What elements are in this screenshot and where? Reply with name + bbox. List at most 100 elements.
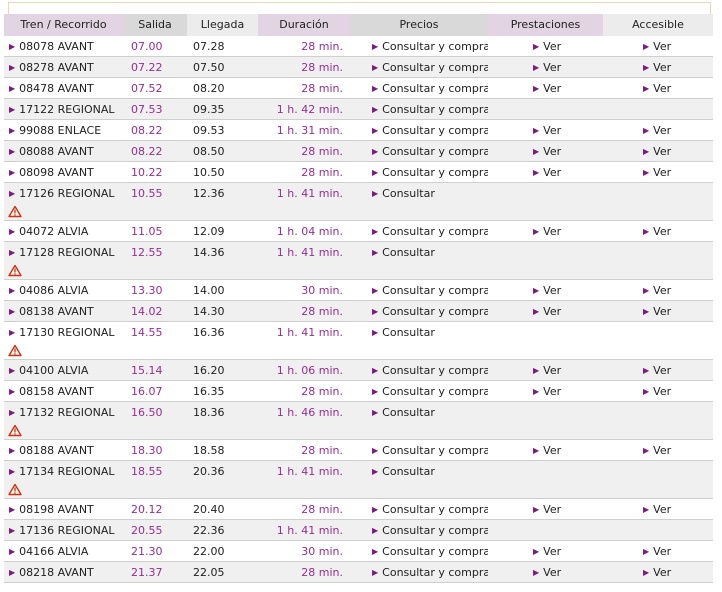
features-link-label: Ver bbox=[543, 124, 562, 137]
train-link[interactable]: ▶ 17136 REGIONAL bbox=[9, 523, 123, 538]
train-link[interactable]: ▶ 08198 AVANT bbox=[9, 502, 123, 517]
accessible-link-label: Ver bbox=[653, 82, 672, 95]
train-link[interactable]: ▶ 08088 AVANT bbox=[9, 144, 123, 159]
price-link[interactable]: ▶ Consultar y comprar bbox=[372, 545, 488, 558]
accessible-ver-link[interactable]: ▶ Ver bbox=[643, 166, 671, 179]
price-link[interactable]: ▶ Consultar bbox=[372, 246, 435, 259]
features-ver-link[interactable]: ▶ Ver bbox=[533, 545, 561, 558]
train-label: 08218 AVANT bbox=[19, 566, 94, 579]
table-row: ▶ 08078 AVANT 07.00 07.28 28 min. ▶ Consul… bbox=[4, 36, 713, 57]
features-ver-link[interactable]: ▶ Ver bbox=[533, 284, 561, 297]
accessible-ver-link[interactable]: ▶ Ver bbox=[643, 444, 671, 457]
train-link[interactable]: ▶ 08138 AVANT bbox=[9, 304, 123, 319]
train-link[interactable]: ▶ 17128 REGIONAL bbox=[9, 245, 123, 260]
train-link[interactable]: ▶ 04166 ALVIA bbox=[9, 544, 123, 559]
accessible-ver-link[interactable]: ▶ Ver bbox=[643, 566, 671, 579]
price-link[interactable]: ▶ Consultar bbox=[372, 465, 435, 478]
departure-time: 08.22 bbox=[131, 124, 163, 137]
price-link[interactable]: ▶ Consultar y comprar bbox=[372, 364, 488, 377]
train-label: 17130 REGIONAL bbox=[19, 326, 115, 339]
warning-icon[interactable] bbox=[8, 424, 123, 437]
train-label: 08098 AVANT bbox=[19, 166, 94, 179]
features-link-label: Ver bbox=[543, 61, 562, 74]
features-ver-link[interactable]: ▶ Ver bbox=[533, 385, 561, 398]
price-link[interactable]: ▶ Consultar y comprar bbox=[372, 103, 488, 116]
price-link[interactable]: ▶ Consultar y comprar bbox=[372, 566, 488, 579]
features-link-label: Ver bbox=[543, 545, 562, 558]
price-link[interactable]: ▶ Consultar y comprar bbox=[372, 145, 488, 158]
accessible-ver-link[interactable]: ▶ Ver bbox=[643, 225, 671, 238]
train-link[interactable]: ▶ 99088 ENLACE bbox=[9, 123, 123, 138]
accessible-ver-link[interactable]: ▶ Ver bbox=[643, 284, 671, 297]
bullet-arrow-icon: ▶ bbox=[372, 467, 379, 476]
accessible-ver-link[interactable]: ▶ Ver bbox=[643, 82, 671, 95]
duration: 1 h. 06 min. bbox=[276, 364, 343, 377]
accessible-ver-link[interactable]: ▶ Ver bbox=[643, 40, 671, 53]
accessible-ver-link[interactable]: ▶ Ver bbox=[643, 503, 671, 516]
features-ver-link[interactable]: ▶ Ver bbox=[533, 40, 561, 53]
train-label: 17122 REGIONAL bbox=[19, 103, 115, 116]
features-ver-link[interactable]: ▶ Ver bbox=[533, 503, 561, 516]
price-link[interactable]: ▶ Consultar y comprar bbox=[372, 385, 488, 398]
features-ver-link[interactable]: ▶ Ver bbox=[533, 61, 561, 74]
price-link[interactable]: ▶ Consultar y comprar bbox=[372, 225, 488, 238]
warning-icon[interactable] bbox=[8, 264, 123, 277]
train-link[interactable]: ▶ 04100 ALVIA bbox=[9, 363, 123, 378]
train-link[interactable]: ▶ 17134 REGIONAL bbox=[9, 464, 123, 479]
price-link[interactable]: ▶ Consultar y comprar bbox=[372, 503, 488, 516]
train-link[interactable]: ▶ 08158 AVANT bbox=[9, 384, 123, 399]
train-link[interactable]: ▶ 04072 ALVIA bbox=[9, 224, 123, 239]
accessible-link-label: Ver bbox=[653, 444, 672, 457]
features-ver-link[interactable]: ▶ Ver bbox=[533, 124, 561, 137]
duration: 1 h. 42 min. bbox=[276, 103, 343, 116]
bullet-arrow-icon: ▶ bbox=[9, 547, 16, 556]
bullet-arrow-icon: ▶ bbox=[643, 446, 650, 455]
warning-icon[interactable] bbox=[8, 205, 123, 218]
price-link[interactable]: ▶ Consultar y comprar bbox=[372, 305, 488, 318]
train-link[interactable]: ▶ 08098 AVANT bbox=[9, 165, 123, 180]
warning-icon[interactable] bbox=[8, 483, 123, 496]
features-ver-link[interactable]: ▶ Ver bbox=[533, 444, 561, 457]
price-link[interactable]: ▶ Consultar y comprar bbox=[372, 524, 488, 537]
features-ver-link[interactable]: ▶ Ver bbox=[533, 566, 561, 579]
accessible-ver-link[interactable]: ▶ Ver bbox=[643, 124, 671, 137]
train-link[interactable]: ▶ 08078 AVANT bbox=[9, 39, 123, 54]
price-link[interactable]: ▶ Consultar bbox=[372, 187, 435, 200]
price-link[interactable]: ▶ Consultar y comprar bbox=[372, 444, 488, 457]
bullet-arrow-icon: ▶ bbox=[9, 366, 16, 375]
bullet-arrow-icon: ▶ bbox=[643, 387, 650, 396]
features-ver-link[interactable]: ▶ Ver bbox=[533, 166, 561, 179]
accessible-ver-link[interactable]: ▶ Ver bbox=[643, 61, 671, 74]
features-ver-link[interactable]: ▶ Ver bbox=[533, 82, 561, 95]
features-ver-link[interactable]: ▶ Ver bbox=[533, 305, 561, 318]
price-link[interactable]: ▶ Consultar bbox=[372, 406, 435, 419]
departure-time: 20.12 bbox=[131, 503, 163, 516]
train-link[interactable]: ▶ 08278 AVANT bbox=[9, 60, 123, 75]
warning-icon[interactable] bbox=[8, 344, 123, 357]
train-link[interactable]: ▶ 04086 ALVIA bbox=[9, 283, 123, 298]
features-ver-link[interactable]: ▶ Ver bbox=[533, 225, 561, 238]
train-link[interactable]: ▶ 17132 REGIONAL bbox=[9, 405, 123, 420]
features-ver-link[interactable]: ▶ Ver bbox=[533, 145, 561, 158]
accessible-ver-link[interactable]: ▶ Ver bbox=[643, 385, 671, 398]
train-link[interactable]: ▶ 17126 REGIONAL bbox=[9, 186, 123, 201]
price-link[interactable]: ▶ Consultar y comprar bbox=[372, 284, 488, 297]
train-link[interactable]: ▶ 17130 REGIONAL bbox=[9, 325, 123, 340]
departure-time: 16.50 bbox=[131, 406, 163, 419]
price-link[interactable]: ▶ Consultar y comprar bbox=[372, 61, 488, 74]
price-link[interactable]: ▶ Consultar y comprar bbox=[372, 124, 488, 137]
price-link[interactable]: ▶ Consultar y comprar bbox=[372, 82, 488, 95]
train-link[interactable]: ▶ 17122 REGIONAL bbox=[9, 102, 123, 117]
features-ver-link[interactable]: ▶ Ver bbox=[533, 364, 561, 377]
bullet-arrow-icon: ▶ bbox=[533, 147, 540, 156]
accessible-ver-link[interactable]: ▶ Ver bbox=[643, 545, 671, 558]
price-link[interactable]: ▶ Consultar bbox=[372, 326, 435, 339]
price-link[interactable]: ▶ Consultar y comprar bbox=[372, 40, 488, 53]
train-link[interactable]: ▶ 08478 AVANT bbox=[9, 81, 123, 96]
train-link[interactable]: ▶ 08188 AVANT bbox=[9, 443, 123, 458]
train-link[interactable]: ▶ 08218 AVANT bbox=[9, 565, 123, 580]
price-link[interactable]: ▶ Consultar y comprar bbox=[372, 166, 488, 179]
accessible-ver-link[interactable]: ▶ Ver bbox=[643, 364, 671, 377]
accessible-ver-link[interactable]: ▶ Ver bbox=[643, 145, 671, 158]
accessible-ver-link[interactable]: ▶ Ver bbox=[643, 305, 671, 318]
